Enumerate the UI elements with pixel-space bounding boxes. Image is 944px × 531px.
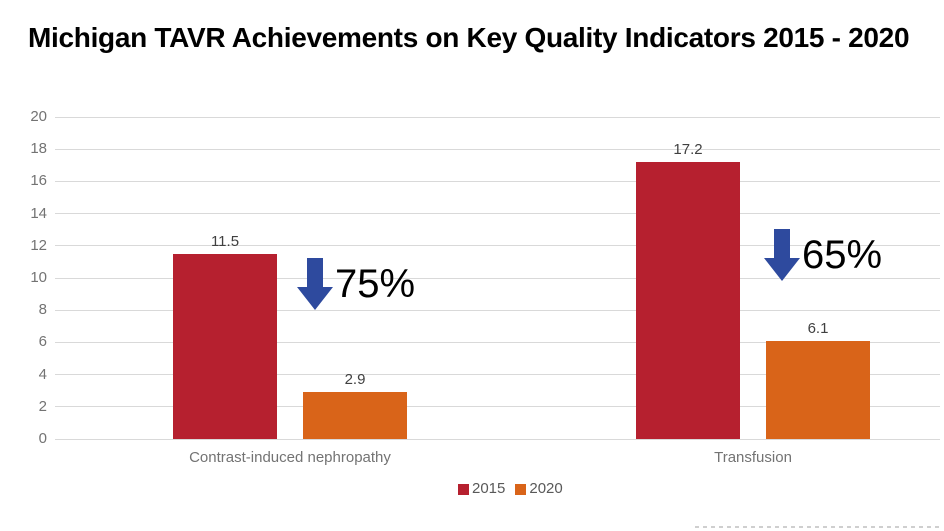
legend-label: 2020: [529, 480, 563, 497]
y-axis-tick-label: 8: [38, 301, 47, 319]
bar-value-label: 6.1: [807, 319, 829, 337]
bar-2020-0: [303, 392, 407, 439]
y-axis-tick-label: 4: [38, 365, 47, 383]
down-arrow-icon: [297, 258, 333, 310]
gridline: [55, 148, 940, 150]
y-axis-tick-label: 0: [38, 430, 47, 447]
y-axis-tick-label: 6: [38, 333, 47, 351]
placeholder-dashed-border: [695, 526, 941, 528]
annotation-percent-text: 65%: [802, 233, 883, 277]
y-axis-tick-label: 16: [30, 172, 47, 190]
category-label: Contrast-induced nephropathy: [189, 449, 391, 466]
gridline: [55, 438, 940, 440]
bar-2015-1: [636, 162, 740, 439]
gridline: [55, 309, 940, 311]
gridline: [55, 116, 940, 118]
bar-value-label: 11.5: [210, 232, 240, 250]
down-arrow-icon: [764, 229, 800, 281]
legend-item-2020: 2020: [515, 480, 563, 497]
bar-2015-0: [173, 253, 277, 439]
gridline: [55, 180, 940, 182]
decrease-annotation: 75%: [297, 258, 415, 310]
y-axis-tick-label: 10: [30, 269, 47, 286]
gridline: [55, 245, 940, 247]
category-label: Transfusion: [714, 449, 792, 466]
chart-title: Michigan TAVR Achievements on Key Qualit…: [28, 22, 910, 53]
legend: 2015 2020: [458, 480, 563, 497]
gridline: [55, 341, 940, 343]
plot-area: 0 2 4 6 8 10 12 14 16 18 20 11.5 2.9 Contrast-induced…: [30, 109, 940, 466]
annotation-percent-text: 75%: [335, 262, 416, 306]
legend-swatch: [515, 483, 527, 495]
gridline: [55, 374, 940, 376]
bar-2020-1: [766, 340, 870, 439]
y-axis-tick-label: 18: [30, 140, 47, 158]
gridline: [55, 277, 940, 279]
gridline: [55, 213, 940, 215]
legend-item-2015: 2015: [458, 480, 506, 497]
bar-value-label: 2.9: [344, 371, 366, 389]
y-axis-tick-label: 14: [30, 204, 47, 222]
y-axis-tick-label: 2: [38, 397, 47, 415]
legend-label: 2015: [472, 480, 506, 497]
gridline: [55, 406, 940, 408]
legend-swatch: [458, 483, 469, 495]
y-axis-tick-label: 12: [30, 236, 47, 254]
decrease-annotation: 65%: [764, 229, 882, 281]
y-axis-tick-label: 20: [30, 108, 47, 125]
bar-value-label: 17.2: [673, 141, 703, 159]
